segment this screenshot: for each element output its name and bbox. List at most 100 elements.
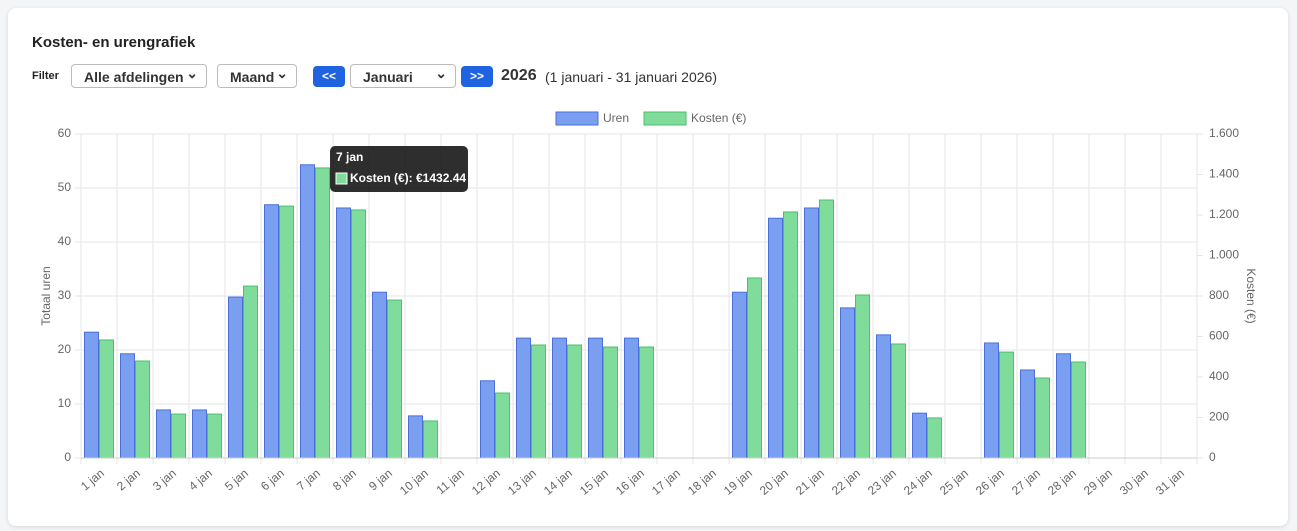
x-tick-label: 30 jan [1117,466,1151,498]
bar [300,164,315,459]
bar [999,351,1014,459]
y-tick-label: 0 [64,450,71,464]
x-tick-label: 29 jan [1081,466,1115,498]
x-tick-label: 18 jan [685,466,719,498]
bar [135,360,150,459]
x-tick-label: 1 jan [78,466,107,493]
bar [891,343,906,459]
bar [804,207,819,459]
x-tick-label: 17 jan [649,466,683,498]
x-tick-label: 11 jan [434,466,467,497]
y2-tick-label: 600 [1209,329,1229,343]
bar [279,205,294,459]
y-tick-label: 60 [58,126,72,140]
bar [495,392,510,459]
y-axis-title: Totaal uren [39,266,53,325]
date-range: (1 januari - 31 januari 2026) [545,69,717,85]
bar [315,167,330,459]
legend-swatch [555,111,599,126]
bar [984,342,999,459]
y-tick-label: 20 [58,342,72,356]
y-tick-label: 10 [58,396,72,410]
x-tick-label: 3 jan [150,466,179,493]
x-tick-label: 28 jan [1045,466,1079,498]
x-tick-label: 22 jan [829,466,863,498]
tooltip-label: Kosten (€): €1432.44 [350,171,466,185]
bar [747,277,762,459]
bar [243,285,258,459]
bar [192,409,207,459]
bar [1071,361,1086,459]
bar [372,291,387,459]
x-tick-label: 10 jan [397,466,431,498]
y2-tick-label: 400 [1209,369,1229,383]
bar [1020,369,1035,459]
tooltip-swatch [335,172,348,185]
bar [1035,377,1050,459]
x-tick-label: 25 jan [937,466,971,498]
bar [228,296,243,459]
bar [567,344,582,459]
x-tick-label: 21 jan [793,466,827,498]
x-tick-label: 19 jan [721,466,755,498]
y2-axis-title: Kosten (€) [1244,268,1258,323]
x-tick-label: 6 jan [258,466,287,493]
month-select[interactable]: Januari [350,61,456,88]
period-select[interactable]: Maand [217,61,297,88]
bar [603,346,618,459]
y-tick-label: 50 [58,180,72,194]
x-tick-label: 7 jan [294,466,323,493]
x-tick-label: 2 jan [114,466,143,493]
legend-swatch [643,111,687,126]
bar [912,412,927,459]
tooltip-title: 7 jan [336,150,363,164]
bar [480,380,495,459]
bar [207,413,222,459]
bar [423,420,438,459]
department-select[interactable]: Alle afdelingen [71,61,207,88]
prev-button[interactable]: << [313,66,345,87]
x-tick-label: 15 jan [577,466,611,498]
y2-tick-label: 1.400 [1209,167,1239,181]
bar [408,415,423,459]
x-tick-label: 31 jan [1153,466,1187,498]
filter-label: Filter [32,70,59,82]
x-tick-label: 26 jan [973,466,1007,498]
x-tick-label: 5 jan [222,466,251,493]
legend-label: Uren [603,111,629,125]
tooltip: 7 jan Kosten (€): €1432.44 [330,146,468,192]
y2-tick-label: 1.600 [1209,126,1239,140]
bar [84,331,99,459]
bar [639,346,654,459]
next-button[interactable]: >> [461,66,493,87]
y2-tick-label: 1.200 [1209,207,1239,221]
bar [156,409,171,459]
bar [1056,353,1071,459]
bar [516,337,531,459]
x-tick-label: 9 jan [366,466,395,493]
tooltip-box [330,146,468,192]
y2-tick-label: 200 [1209,410,1229,424]
bar [855,294,870,459]
x-tick-label: 20 jan [757,466,791,498]
x-tick-label: 27 jan [1009,466,1043,498]
bar [588,337,603,459]
bar [624,337,639,459]
bar [120,353,135,459]
title: Kosten- en urengrafiek [32,34,196,51]
bar [768,217,783,459]
y-tick-label: 40 [58,234,72,248]
bar [336,207,351,459]
bar [531,344,546,459]
x-tick-label: 4 jan [186,466,215,493]
bar [783,211,798,459]
bar [819,199,834,459]
bar [99,339,114,459]
bar [876,334,891,459]
x-tick-label: 13 jan [505,466,539,498]
bar [387,299,402,459]
y-tick-label: 30 [58,288,72,302]
bar [840,307,855,459]
